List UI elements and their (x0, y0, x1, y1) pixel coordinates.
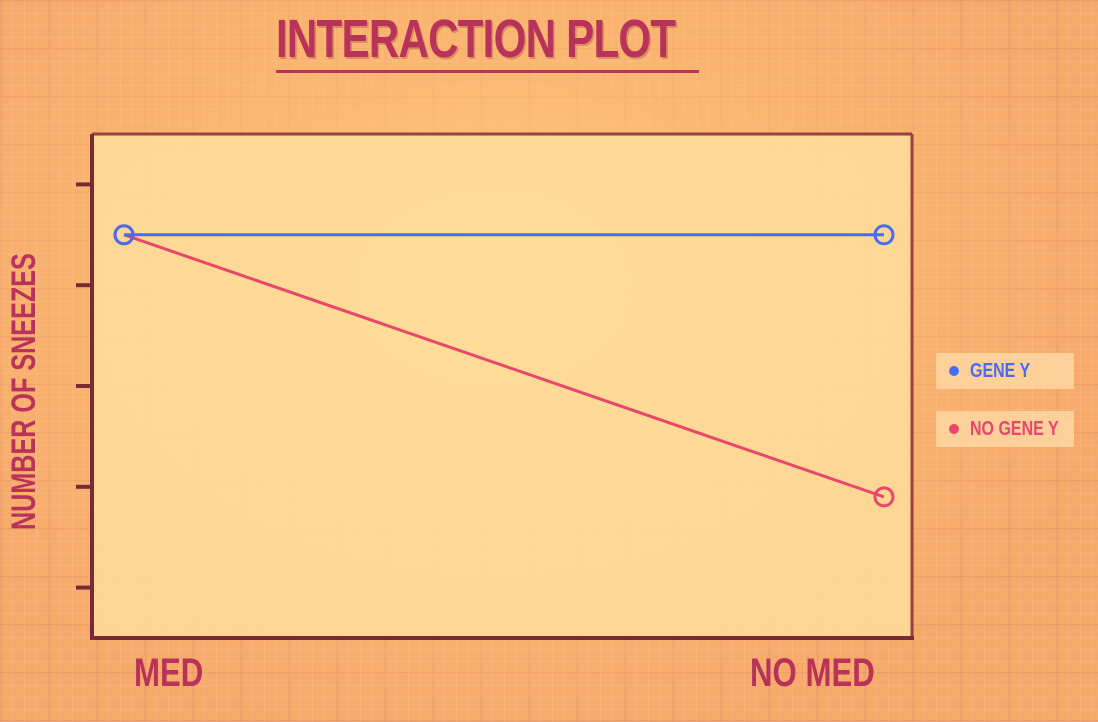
y-axis-ticks (76, 182, 92, 590)
series-line-no-gene-y (123, 233, 885, 499)
legend-item-gene-y: GENE Y (936, 353, 1074, 389)
title-underline (276, 70, 699, 73)
x-tick-label-med: MED (134, 651, 204, 695)
legend-dot-gene-y (949, 366, 959, 376)
legend-label-gene-y: GENE Y (970, 359, 1031, 382)
plot-area (92, 134, 912, 638)
legend-item-no-gene-y: NO GENE Y (936, 411, 1074, 447)
series-layer (113, 224, 895, 508)
point-gene-y-med (113, 224, 135, 246)
point-no-gene-y-no-med (873, 486, 895, 508)
legend-label-no-gene-y: NO GENE Y (970, 417, 1059, 440)
x-tick-label-no-med: NO MED (750, 651, 875, 695)
point-gene-y-no-med (873, 224, 895, 246)
legend-dot-no-gene-y (949, 424, 959, 434)
